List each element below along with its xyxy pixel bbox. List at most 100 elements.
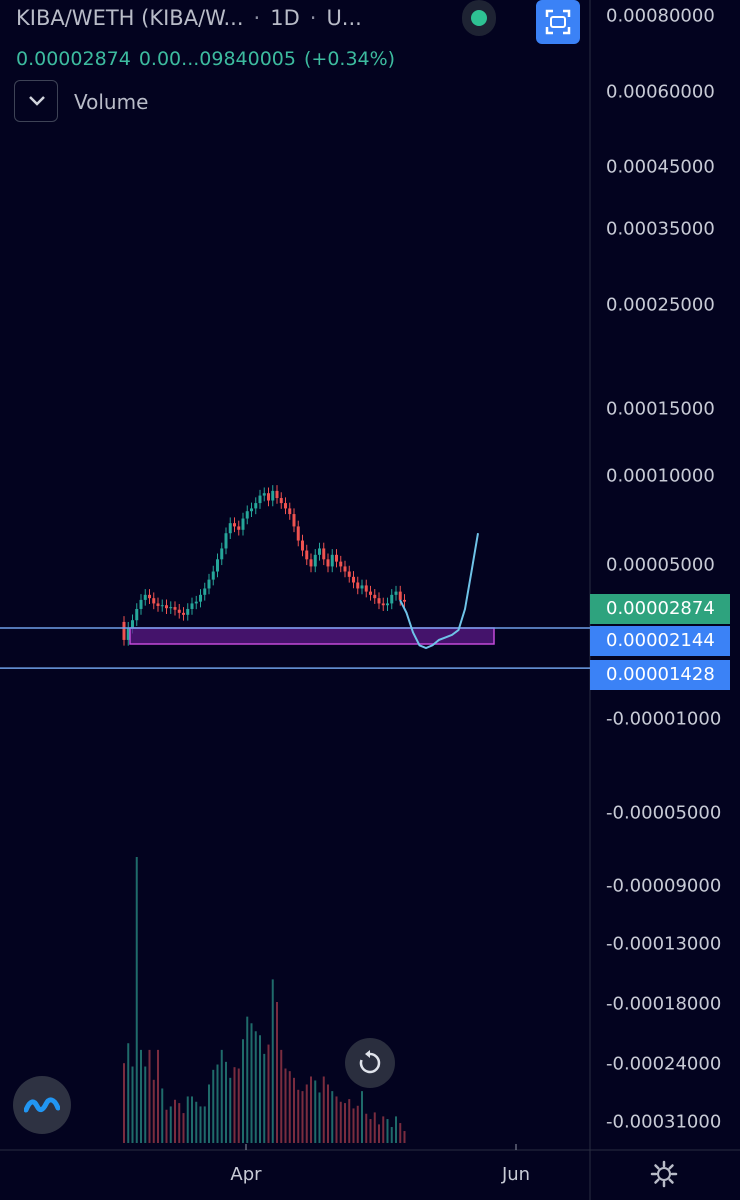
fullscreen-button[interactable]: [536, 0, 580, 44]
volume-bar: [331, 1091, 334, 1143]
source-label[interactable]: U...: [326, 6, 362, 30]
candle-body: [250, 508, 253, 512]
candle-body: [369, 591, 372, 595]
support-zone-rect[interactable]: [129, 627, 495, 645]
candle-body: [126, 627, 130, 640]
volume-bar: [191, 1096, 193, 1143]
volume-bar: [233, 1067, 236, 1143]
volume-indicator-label[interactable]: Volume: [74, 90, 149, 114]
volume-bar: [123, 1063, 125, 1143]
volume-bar: [131, 1066, 134, 1143]
candle-body: [241, 518, 245, 530]
volume-bar: [254, 1031, 257, 1143]
candle-body: [326, 559, 330, 567]
candle-body: [131, 620, 134, 628]
live-dot-icon: [471, 10, 487, 26]
price-axis-label: -0.00024000: [606, 1053, 722, 1075]
candle-body: [148, 594, 151, 599]
volume-layer: [123, 857, 406, 1143]
volume-bar: [186, 1096, 189, 1143]
time-axis-label: Apr: [230, 1164, 262, 1185]
candle-body: [284, 503, 287, 509]
volume-bar: [263, 1053, 266, 1143]
volume-bar: [135, 857, 138, 1143]
candle-body: [386, 603, 389, 606]
candle-body: [318, 548, 321, 555]
candle-body: [313, 554, 317, 567]
price-axis-label: -0.00005000: [606, 802, 722, 824]
candle-body: [262, 493, 266, 496]
candle-body: [309, 559, 313, 567]
candle-body: [186, 608, 190, 615]
volume-bar: [271, 979, 274, 1143]
volume-bar: [369, 1119, 372, 1143]
candle-body: [322, 548, 326, 560]
volume-bar: [169, 1106, 172, 1143]
candle-body: [224, 533, 228, 549]
volume-bar: [152, 1079, 155, 1143]
volume-bar: [195, 1101, 198, 1143]
volume-bar: [157, 1049, 159, 1143]
reset-chart-button[interactable]: [345, 1038, 395, 1088]
volume-bar: [267, 1044, 270, 1143]
volume-bar: [335, 1096, 338, 1143]
candle-body: [245, 511, 249, 519]
candle-body: [216, 559, 219, 572]
volume-bar: [174, 1099, 176, 1143]
volume-bar: [208, 1084, 210, 1143]
volume-bar: [237, 1068, 240, 1143]
line-price-tag-lower: 0.00001428: [590, 660, 730, 690]
time-axis-label: Jun: [501, 1164, 531, 1185]
candle-body: [343, 566, 347, 572]
candle-body: [173, 607, 177, 610]
volume-bar: [178, 1103, 181, 1143]
volume-bar: [322, 1076, 325, 1143]
tradingview-logo-icon: [24, 1097, 60, 1113]
projection-path-drawing[interactable]: [399, 533, 479, 650]
interval-label[interactable]: 1D: [270, 6, 300, 30]
candle-body: [271, 490, 275, 501]
candle-body: [207, 579, 211, 589]
volume-bar: [161, 1088, 164, 1143]
price-axis-label: -0.00009000: [606, 875, 722, 897]
price-axis-label: 0.00045000: [606, 156, 715, 178]
volume-bar: [378, 1124, 380, 1143]
volume-bar: [242, 1039, 244, 1143]
volume-bar: [318, 1092, 321, 1143]
fullscreen-icon: [545, 9, 571, 35]
volume-bar: [182, 1113, 185, 1143]
volume-bar: [199, 1106, 202, 1143]
price-axis-label: 0.00080000: [606, 5, 715, 27]
candle-body: [156, 603, 160, 606]
candle-body: [199, 594, 202, 602]
candle-body: [301, 540, 304, 551]
candle-body: [160, 605, 164, 607]
candle-body: [139, 599, 143, 609]
symbol-title[interactable]: KIBA/WETH (KIBA/W... · 1D · U...: [16, 6, 362, 30]
price-axis-label: 0.00025000: [606, 294, 715, 316]
candle-body: [211, 571, 215, 580]
tradingview-logo-button[interactable]: [13, 1076, 71, 1134]
last-price: 0.00002874: [16, 48, 131, 70]
market-status[interactable]: [462, 0, 496, 36]
candle-body: [364, 585, 368, 592]
volume-bar: [399, 1123, 402, 1143]
candle-body: [394, 591, 398, 595]
gear-icon[interactable]: [650, 1160, 678, 1188]
price-axis-label: -0.00031000: [606, 1111, 722, 1133]
volume-bar: [344, 1103, 346, 1143]
candle-body: [258, 495, 262, 504]
candle-body: [254, 503, 258, 509]
volume-bar: [229, 1077, 232, 1143]
symbol-name[interactable]: KIBA/WETH (KIBA/W...: [16, 6, 244, 30]
volume-bar: [339, 1101, 342, 1143]
title-separator-1: ·: [253, 6, 261, 30]
collapse-legend-button[interactable]: [14, 80, 58, 122]
candle-body: [360, 585, 364, 589]
volume-bar: [352, 1108, 355, 1143]
candle-body: [143, 594, 147, 600]
volume-bar: [305, 1084, 308, 1143]
volume-bar: [390, 1127, 393, 1143]
volume-bar: [148, 1049, 151, 1143]
